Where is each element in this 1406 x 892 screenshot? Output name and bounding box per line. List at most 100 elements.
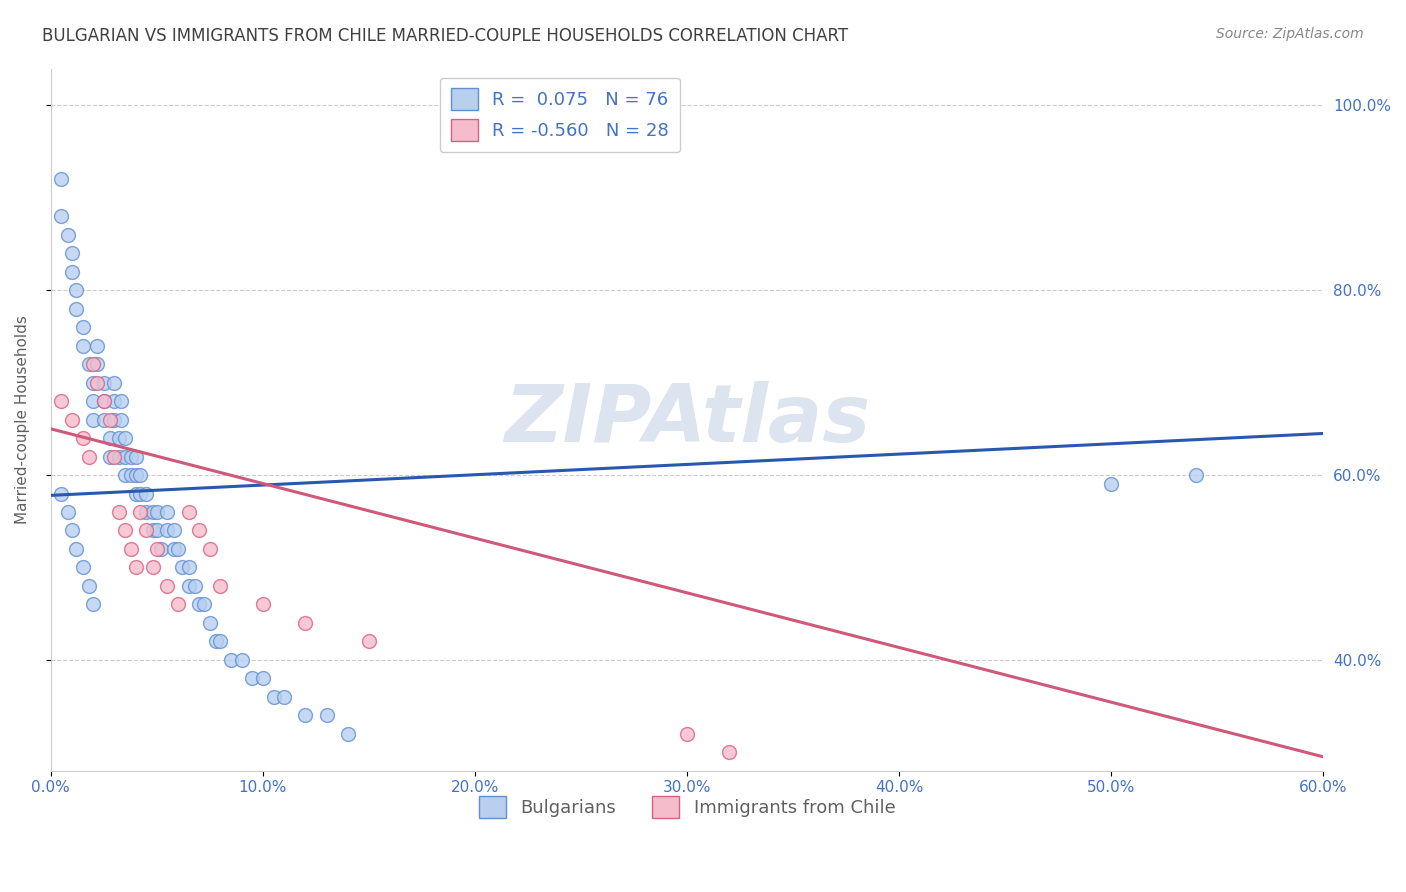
Point bbox=[198, 615, 221, 630]
Point bbox=[146, 505, 169, 519]
Point bbox=[135, 524, 157, 538]
Point bbox=[60, 412, 83, 426]
Point bbox=[72, 339, 94, 353]
Point bbox=[82, 376, 104, 390]
Point bbox=[252, 671, 274, 685]
Point bbox=[146, 524, 169, 538]
Point bbox=[72, 560, 94, 574]
Point bbox=[103, 376, 125, 390]
Point bbox=[129, 486, 152, 500]
Point bbox=[93, 394, 115, 409]
Point bbox=[120, 541, 142, 556]
Point bbox=[142, 560, 165, 574]
Point bbox=[77, 579, 100, 593]
Point bbox=[124, 450, 146, 464]
Point bbox=[82, 412, 104, 426]
Point bbox=[252, 598, 274, 612]
Point bbox=[107, 431, 129, 445]
Text: BULGARIAN VS IMMIGRANTS FROM CHILE MARRIED-COUPLE HOUSEHOLDS CORRELATION CHART: BULGARIAN VS IMMIGRANTS FROM CHILE MARRI… bbox=[42, 27, 848, 45]
Point bbox=[1185, 468, 1208, 483]
Point bbox=[86, 376, 108, 390]
Point bbox=[294, 615, 316, 630]
Point bbox=[65, 283, 87, 297]
Point bbox=[77, 450, 100, 464]
Point bbox=[150, 541, 173, 556]
Point bbox=[129, 468, 152, 483]
Point bbox=[198, 541, 221, 556]
Point bbox=[82, 394, 104, 409]
Point bbox=[98, 450, 121, 464]
Point bbox=[60, 246, 83, 260]
Point bbox=[193, 598, 215, 612]
Point bbox=[135, 505, 157, 519]
Point bbox=[177, 579, 200, 593]
Point bbox=[77, 357, 100, 371]
Point bbox=[315, 708, 337, 723]
Point bbox=[129, 505, 152, 519]
Point bbox=[124, 486, 146, 500]
Point bbox=[142, 505, 165, 519]
Point bbox=[114, 468, 136, 483]
Point bbox=[72, 431, 94, 445]
Text: Source: ZipAtlas.com: Source: ZipAtlas.com bbox=[1216, 27, 1364, 41]
Point bbox=[231, 653, 253, 667]
Point bbox=[1099, 477, 1122, 491]
Point bbox=[124, 468, 146, 483]
Point bbox=[93, 376, 115, 390]
Point bbox=[114, 450, 136, 464]
Point bbox=[357, 634, 380, 648]
Point bbox=[240, 671, 263, 685]
Point bbox=[114, 431, 136, 445]
Point bbox=[167, 541, 190, 556]
Point bbox=[336, 727, 359, 741]
Point bbox=[110, 394, 132, 409]
Point bbox=[98, 412, 121, 426]
Point bbox=[51, 210, 73, 224]
Point bbox=[51, 486, 73, 500]
Point bbox=[167, 598, 190, 612]
Point bbox=[209, 634, 232, 648]
Point bbox=[156, 524, 179, 538]
Point bbox=[56, 505, 79, 519]
Point bbox=[177, 505, 200, 519]
Point bbox=[98, 431, 121, 445]
Point bbox=[86, 357, 108, 371]
Point bbox=[188, 598, 211, 612]
Point bbox=[184, 579, 207, 593]
Point bbox=[65, 541, 87, 556]
Point bbox=[163, 524, 186, 538]
Point bbox=[718, 745, 741, 759]
Text: ZIPAtlas: ZIPAtlas bbox=[503, 381, 870, 458]
Point bbox=[103, 394, 125, 409]
Point bbox=[146, 541, 169, 556]
Point bbox=[82, 598, 104, 612]
Legend: Bulgarians, Immigrants from Chile: Bulgarians, Immigrants from Chile bbox=[471, 789, 903, 825]
Point bbox=[51, 172, 73, 186]
Point bbox=[82, 357, 104, 371]
Point bbox=[93, 394, 115, 409]
Point bbox=[177, 560, 200, 574]
Point bbox=[86, 339, 108, 353]
Point bbox=[156, 505, 179, 519]
Point bbox=[676, 727, 699, 741]
Point bbox=[163, 541, 186, 556]
Y-axis label: Married-couple Households: Married-couple Households bbox=[15, 315, 30, 524]
Point bbox=[56, 227, 79, 242]
Point bbox=[65, 301, 87, 316]
Point bbox=[172, 560, 194, 574]
Point bbox=[273, 690, 295, 704]
Point bbox=[188, 524, 211, 538]
Point bbox=[209, 579, 232, 593]
Point bbox=[51, 394, 73, 409]
Point bbox=[142, 524, 165, 538]
Point bbox=[120, 450, 142, 464]
Point bbox=[60, 265, 83, 279]
Point bbox=[219, 653, 242, 667]
Point bbox=[107, 505, 129, 519]
Point bbox=[103, 450, 125, 464]
Point bbox=[60, 524, 83, 538]
Point bbox=[103, 412, 125, 426]
Point bbox=[205, 634, 228, 648]
Point bbox=[110, 412, 132, 426]
Point bbox=[93, 412, 115, 426]
